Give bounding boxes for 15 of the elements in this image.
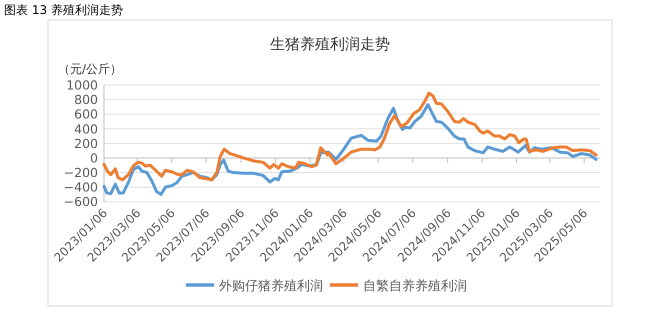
text: 图表 13 养殖利润走势 <box>4 3 123 17</box>
y-tick-label: 600 <box>74 106 98 122</box>
legend-label: 自繁自养养殖利润 <box>363 278 467 294</box>
y-tick-label: 400 <box>74 121 98 136</box>
y-tick-label: 1000 <box>66 78 98 92</box>
y-tick-label: 800 <box>74 92 98 108</box>
y-tick-label: 200 <box>74 136 98 151</box>
y-tick-label: −200 <box>64 165 98 180</box>
legend-label: 外购仔猪养殖利润 <box>219 278 323 294</box>
line-series <box>102 92 598 182</box>
y-tick-label: −400 <box>64 180 98 195</box>
y-axis-title: （元/公斤） <box>58 62 122 76</box>
y-tick-label: −600 <box>64 194 98 210</box>
y-tick-label: 0 <box>90 150 98 166</box>
chart-title: 生猪养殖利润走势 <box>270 35 390 53</box>
